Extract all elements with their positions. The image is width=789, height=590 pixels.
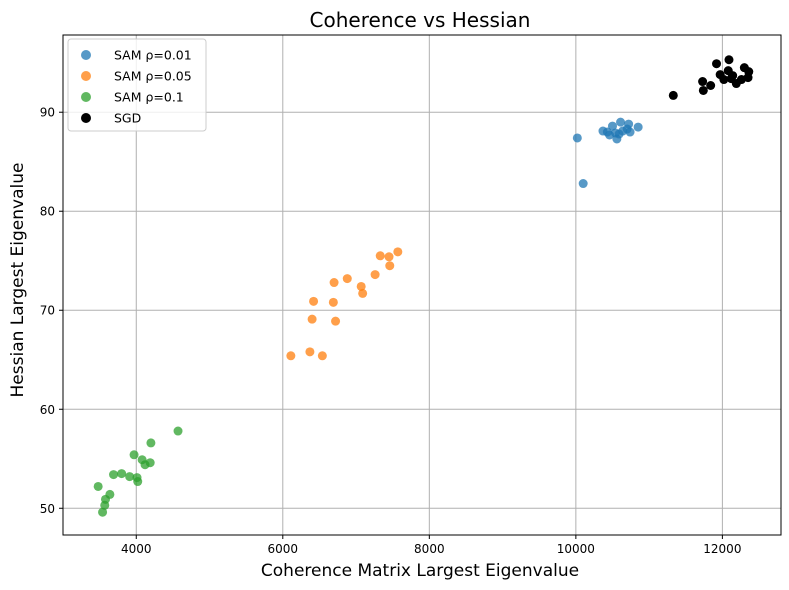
point-sam-0-1: [133, 477, 143, 487]
point-sam-0-05: [375, 251, 385, 261]
legend-marker-sam-0-1: [81, 92, 91, 102]
point-sam-0-05: [305, 347, 315, 357]
legend-entry-sgd: SGD: [81, 111, 141, 126]
y-axis-label: Hessian Largest Eigenvalue: [8, 163, 28, 398]
point-sam-0-05: [370, 270, 380, 280]
point-sam-0-01: [578, 179, 588, 189]
point-sam-0-05: [384, 252, 394, 262]
point-sam-0-05: [356, 281, 366, 291]
y-tick-label: 90: [40, 106, 55, 120]
point-sam-0-01: [625, 127, 635, 137]
point-sam-0-05: [342, 274, 352, 284]
legend-label-sam-0-05: SAM ρ=0.05: [114, 69, 192, 84]
point-sgd: [724, 55, 734, 65]
x-axis-label: Coherence Matrix Largest Eigenvalue: [261, 561, 579, 581]
point-sam-0-1: [145, 458, 155, 468]
x-tick-label: 4000: [121, 542, 152, 556]
point-sam-0-05: [358, 288, 368, 298]
point-sam-0-01: [624, 119, 634, 129]
plot-area-frame: [62, 34, 782, 536]
legend-entry-sam-0-1: SAM ρ=0.1: [81, 90, 184, 105]
point-sam-0-01: [633, 122, 643, 132]
point-sgd: [712, 59, 722, 69]
legend: SAM ρ=0.01 SAM ρ=0.05 SAM ρ=0.1 SGD: [67, 38, 207, 132]
point-sam-0-05: [309, 296, 319, 306]
point-sgd: [744, 67, 754, 77]
point-sam-0-05: [317, 351, 327, 361]
legend-box: [67, 38, 207, 132]
series-sam-0-1: [93, 426, 183, 517]
legend-label-sam-0-01: SAM ρ=0.01: [114, 48, 192, 63]
point-sgd: [728, 71, 738, 81]
point-sam-0-05: [329, 278, 339, 288]
ticks: 4000 6000 8000 10000 12000 50 60 70 80 90: [40, 106, 742, 556]
legend-label-sam-0-1: SAM ρ=0.1: [114, 90, 184, 105]
point-sam-0-1: [109, 470, 119, 480]
legend-marker-sam-0-05: [81, 71, 91, 81]
series-sam-0-01: [572, 117, 643, 189]
point-sam-0-01: [572, 133, 582, 143]
legend-label-sgd: SGD: [114, 111, 141, 126]
y-tick-label: 80: [40, 205, 55, 219]
point-sam-0-1: [93, 481, 103, 491]
point-sam-0-1: [146, 438, 156, 448]
point-sgd: [698, 85, 708, 95]
y-tick-label: 50: [40, 502, 55, 516]
point-sam-0-05: [328, 297, 338, 307]
grid: [63, 35, 781, 535]
legend-marker-sgd: [81, 113, 91, 123]
point-sam-0-1: [98, 507, 108, 517]
x-tick-label: 6000: [268, 542, 299, 556]
legend-marker-sam-0-01: [81, 50, 91, 60]
point-sam-0-1: [125, 472, 135, 482]
legend-entry-sam-0-05: SAM ρ=0.05: [81, 69, 192, 84]
point-sam-0-05: [393, 247, 403, 257]
point-sam-0-1: [117, 469, 127, 479]
point-sgd: [668, 90, 678, 100]
legend-entry-sam-0-01: SAM ρ=0.01: [81, 48, 192, 63]
x-tick-label: 12000: [703, 542, 741, 556]
point-sgd: [698, 77, 708, 87]
x-tick-label: 10000: [557, 542, 595, 556]
chart-title: Coherence vs Hessian: [310, 8, 531, 32]
point-sam-0-01: [607, 121, 617, 131]
point-sam-0-05: [385, 261, 395, 271]
point-sam-0-05: [307, 314, 317, 324]
data-points: [93, 55, 754, 517]
point-sam-0-01: [616, 117, 626, 127]
series-sam-0-05: [286, 247, 403, 361]
point-sam-0-05: [286, 351, 296, 361]
point-sgd: [719, 75, 729, 85]
series-sgd: [668, 55, 754, 100]
point-sam-0-1: [105, 489, 115, 499]
x-tick-label: 8000: [414, 542, 445, 556]
point-sam-0-1: [173, 426, 183, 436]
y-tick-label: 70: [40, 304, 55, 318]
y-tick-label: 60: [40, 403, 55, 417]
point-sam-0-1: [129, 450, 139, 460]
point-sgd: [706, 80, 716, 90]
point-sam-0-05: [331, 316, 341, 326]
